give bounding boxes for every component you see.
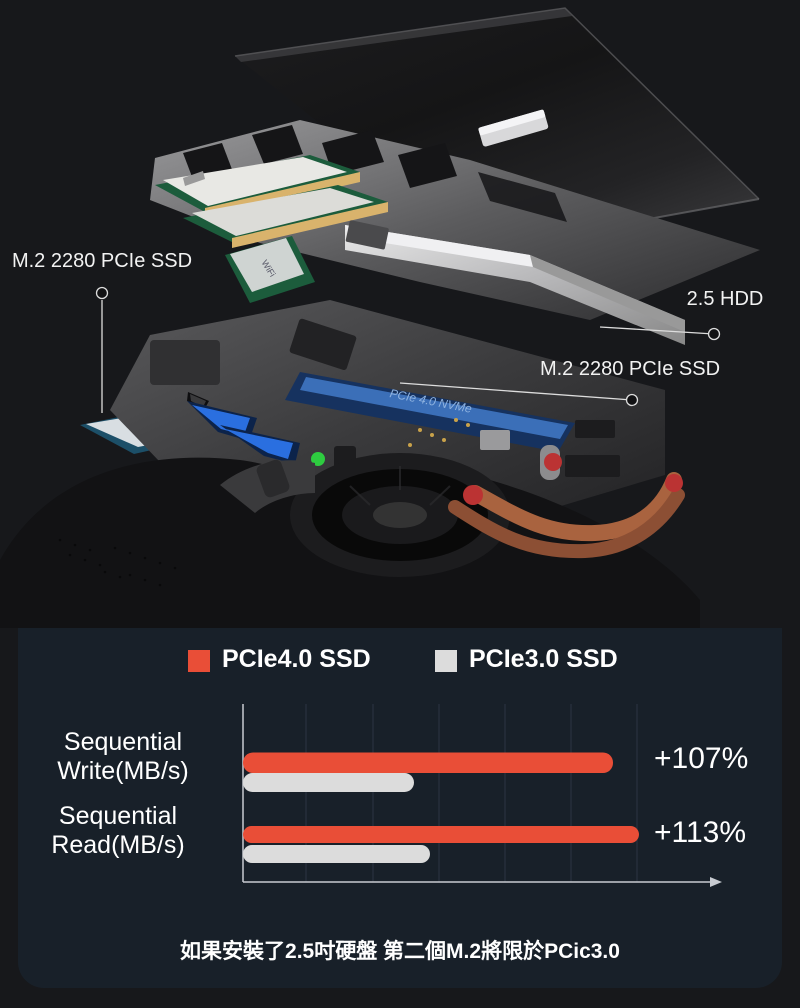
svg-text:Write(MB/s): Write(MB/s) bbox=[57, 757, 188, 785]
svg-text:+107%: +107% bbox=[654, 742, 748, 775]
svg-text:Sequential: Sequential bbox=[64, 728, 182, 756]
svg-text:Read(MB/s): Read(MB/s) bbox=[51, 831, 184, 859]
svg-text:Sequential: Sequential bbox=[59, 802, 177, 830]
svg-text:+113%: +113% bbox=[654, 816, 746, 849]
